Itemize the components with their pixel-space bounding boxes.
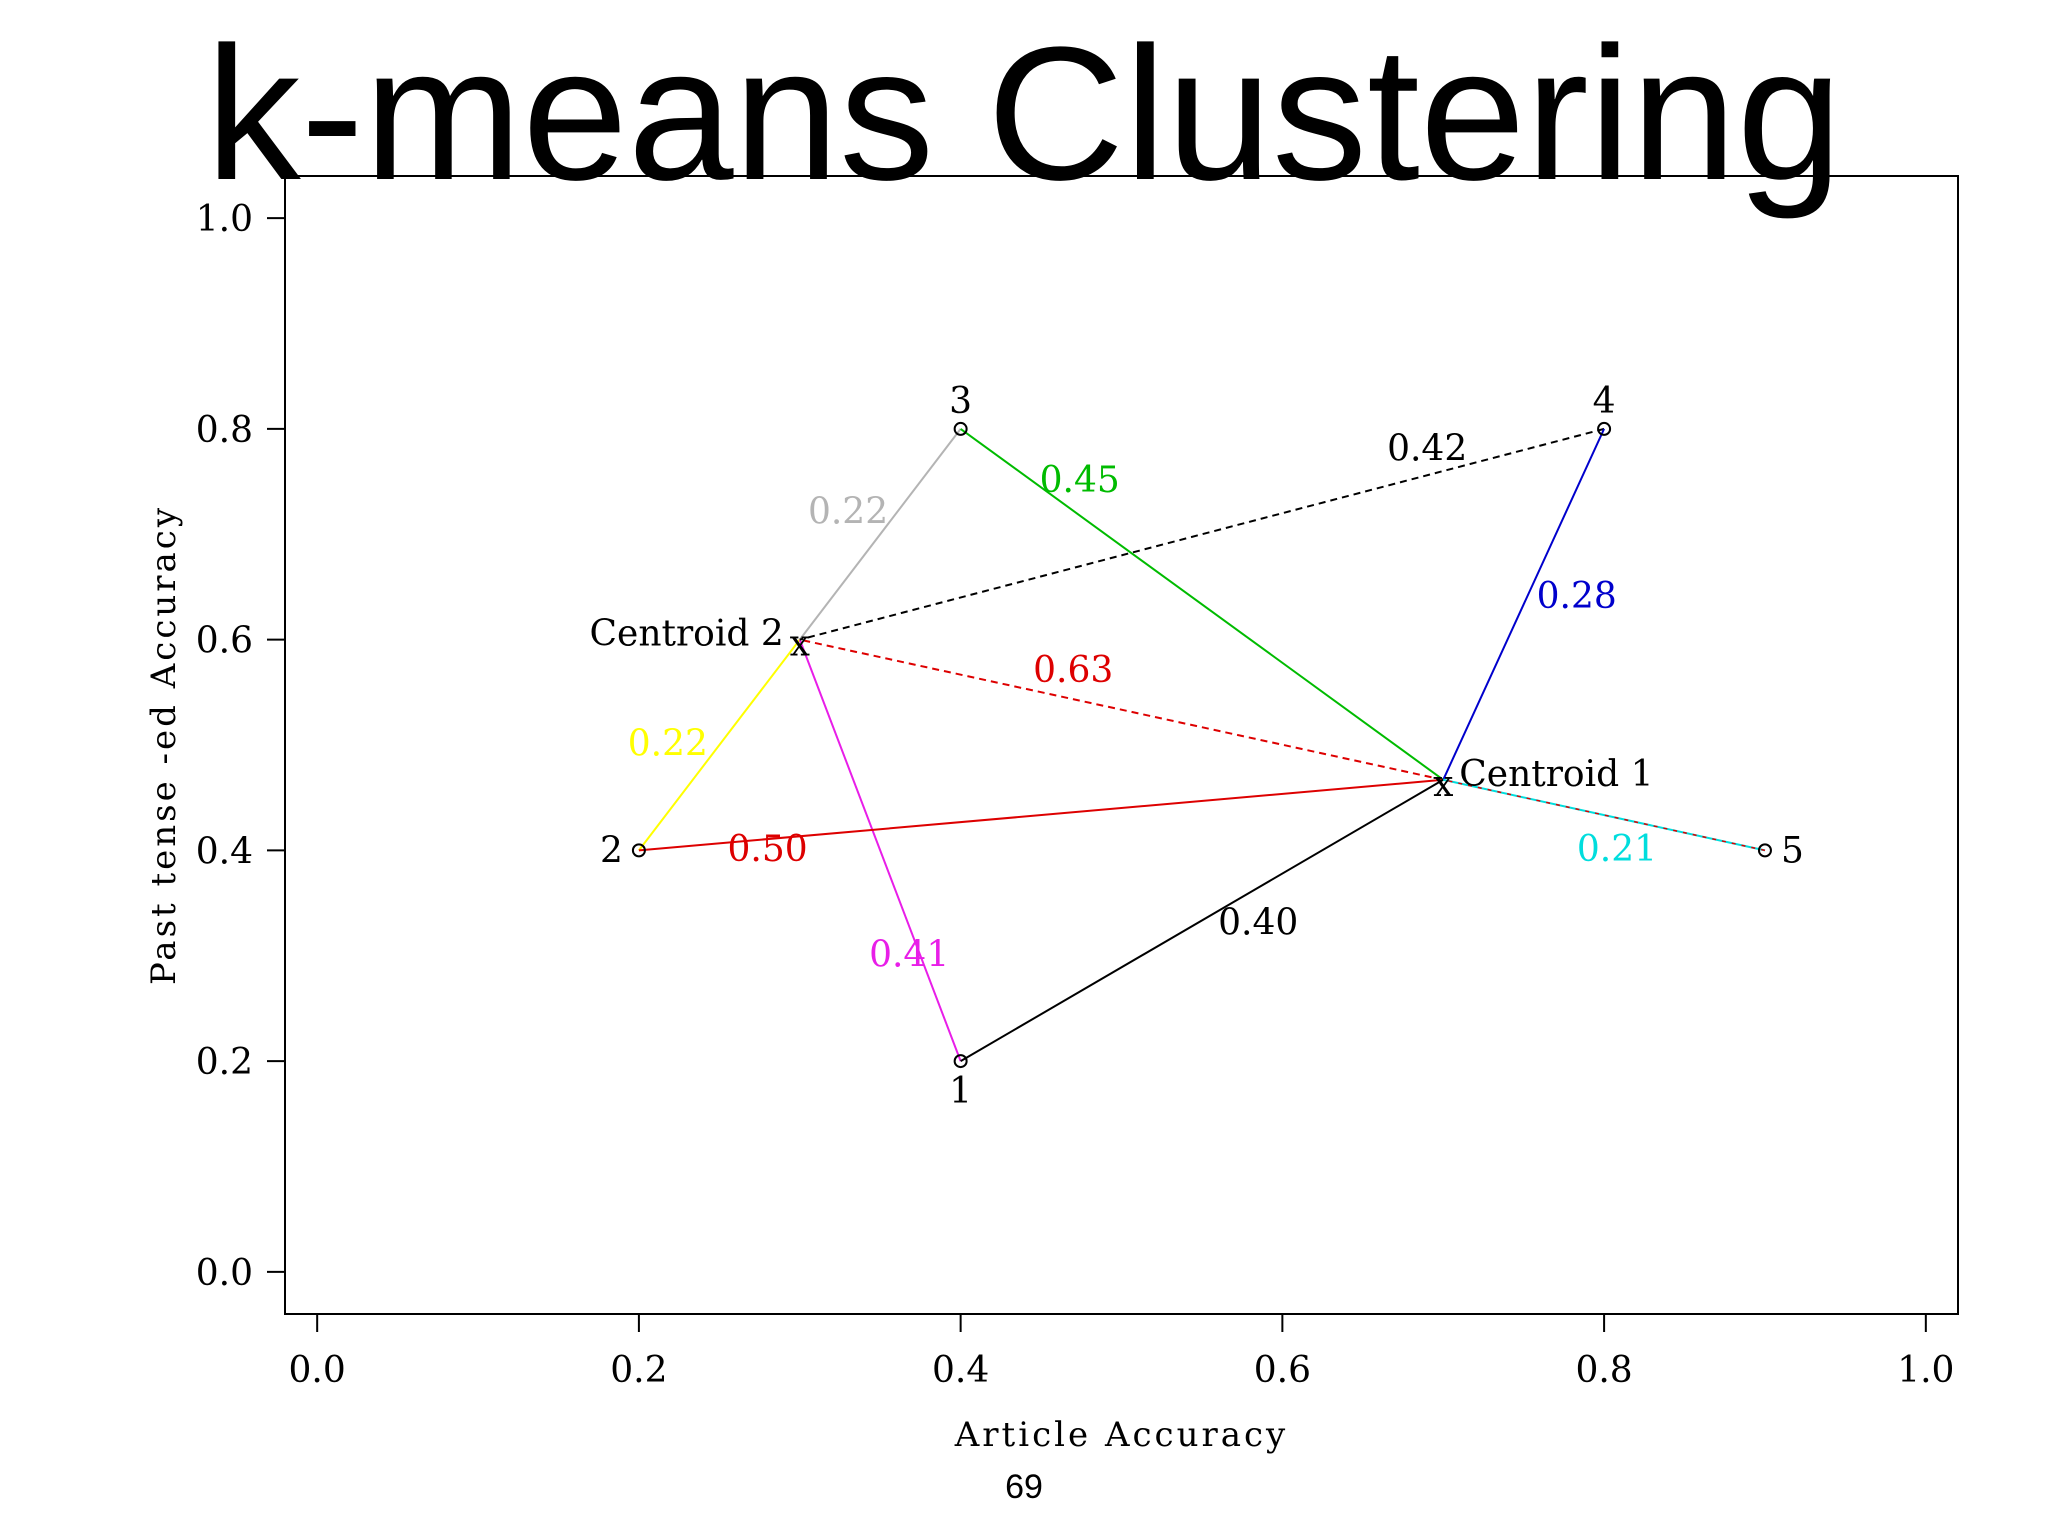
distance-line [798, 639, 962, 1062]
y-axis-title: Past tense -ed Accuracy [144, 505, 184, 985]
data-point [1597, 421, 1612, 436]
distance-label: 0.28 [1537, 576, 1617, 617]
distance-label: 0.50 [728, 829, 808, 870]
distance-line [798, 428, 962, 641]
x-tick-label: 0.0 [289, 1350, 346, 1391]
distance-line [1443, 778, 1766, 852]
distance-label: 0.22 [628, 724, 708, 765]
distance-label: 0.63 [1033, 650, 1113, 691]
data-point-label: 3 [949, 381, 972, 422]
distance-label: 0.45 [1040, 460, 1120, 501]
page-number: 69 [1005, 1468, 1043, 1506]
data-point [631, 843, 646, 858]
x-tick-label: 0.4 [932, 1350, 989, 1391]
distance-label: 0.42 [1387, 429, 1467, 470]
data-point-label: 2 [600, 830, 623, 871]
plot-frame [284, 175, 1959, 1315]
x-tick-label: 0.6 [1254, 1350, 1311, 1391]
y-tick-label: 1.0 [196, 199, 253, 240]
x-tick-label: 1.0 [1897, 1350, 1954, 1391]
distance-line [799, 638, 1444, 781]
distance-label: 0.21 [1577, 829, 1657, 870]
y-tick-label: 0.8 [196, 410, 253, 451]
x-tick-label: 0.2 [610, 1350, 667, 1391]
data-point [1757, 843, 1772, 858]
data-point-label: 1 [949, 1071, 972, 1112]
data-point [953, 1054, 968, 1069]
distance-line [799, 427, 1605, 641]
distance-line [960, 428, 1444, 781]
y-tick-label: 0.0 [196, 1253, 253, 1294]
distance-label: 0.41 [869, 934, 949, 975]
distance-label: 0.40 [1218, 903, 1298, 944]
x-axis-title: Article Accuracy [954, 1415, 1289, 1455]
centroid-marker: x [790, 624, 810, 665]
distance-line [960, 778, 1444, 1062]
distance-line [1442, 428, 1606, 781]
plot-layer: 0.0 0.2 0.4 0.6 0.8 1.0 0.0 0.2 0.4 0.6 0.8 1.0 Arti… [144, 175, 1959, 1455]
distance-label: 0.22 [808, 492, 888, 533]
centroid-marker: x [1433, 764, 1453, 805]
data-point-label: 4 [1593, 381, 1616, 422]
y-tick-label: 0.6 [196, 621, 253, 662]
centroid-label: Centroid 1 [1459, 754, 1653, 795]
y-tick-label: 0.2 [196, 1042, 253, 1083]
distance-line [638, 639, 801, 851]
centroid-label: Centroid 2 [589, 614, 783, 655]
y-tick-label: 0.4 [196, 831, 253, 872]
slide-title: k-means Clustering [205, 8, 1843, 220]
distance-line [638, 778, 1444, 852]
data-point [953, 421, 968, 436]
data-point-label: 5 [1781, 830, 1804, 871]
x-tick-label: 0.8 [1575, 1350, 1632, 1391]
